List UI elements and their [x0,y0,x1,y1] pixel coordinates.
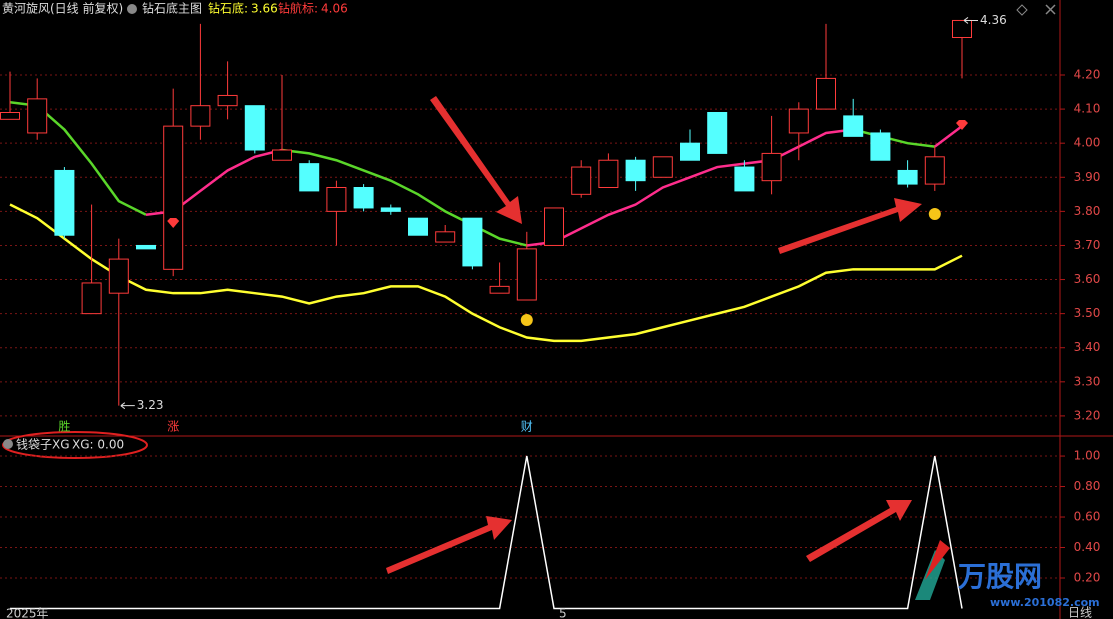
annotation-label: 3.23 [137,398,164,412]
candle-body [625,159,646,182]
candle-body [217,94,238,107]
arrow [430,96,522,224]
y-tick-label: 0.60 [1074,510,1101,524]
y-tick-label: 4.00 [1074,136,1101,150]
candle-body [27,98,48,134]
candle-body [680,142,700,161]
trend-line [934,125,963,148]
candle-body [380,207,401,212]
candle-body [163,125,184,270]
candle-body [571,166,592,195]
stock-title: 黄河旋风(日线 前复权) [2,1,123,16]
close-icon[interactable] [1045,4,1056,15]
annotation-pointer [963,17,978,24]
money-bag-icon [928,208,941,220]
candle-body [707,112,728,154]
candle-body [81,282,102,315]
header: 黄河旋风(日线 前复权) 钻石底主图 钻石底: 3.66 钻航标: 4.06 [2,1,1056,16]
y-tick-label: 3.20 [1074,408,1101,422]
signal-label: 胜 [58,419,70,434]
candle-body [54,169,75,236]
candle-body [761,152,782,182]
y-tick-label: 3.40 [1074,340,1101,354]
candle-body [952,19,972,38]
arrow [806,500,912,562]
x-tick-label: 2025年 [6,607,49,619]
candle-body [924,156,945,185]
candle-body [244,105,265,151]
signal-label: 财 [521,420,533,434]
indicator-name: 钱袋子XG [16,437,70,452]
trend-line [281,148,528,247]
period-label: 日线 [1068,606,1092,619]
annotation-label: 4.36 [980,13,1007,27]
indicator-name: 钻石底主图 [142,1,202,16]
moving-average [9,203,963,343]
y-tick-label: 3.50 [1074,306,1101,320]
candle-body [299,163,320,192]
line-label: 钻航标: [278,1,318,16]
candle-body [843,115,864,137]
y-tick-label: 3.30 [1074,374,1101,388]
trend-line [852,128,935,148]
menu-icon[interactable] [3,439,13,449]
y-tick-label: 3.70 [1074,238,1101,252]
y-tick-label: 4.20 [1074,68,1101,82]
signal-line [10,455,963,610]
y-tick-label: 0.20 [1074,570,1101,584]
line-label: 钻石底: [208,1,248,16]
y-tick-label: 0.40 [1074,540,1101,554]
y-tick-label: 0.80 [1074,479,1101,493]
sub-header: 钱袋子XG XG: 0.00 [2,431,148,459]
candle-body [462,217,483,267]
y-tick-label: 3.80 [1074,204,1101,218]
candle-body [0,112,20,120]
candle-body [489,285,510,294]
candle-body [897,169,918,185]
candle-body [734,166,755,192]
candle-body [816,77,836,110]
candle-body [544,207,564,246]
x-tick-label: 5 [559,607,567,619]
candle-body [516,248,537,301]
y-tick-label: 1.00 [1074,449,1101,463]
logo-mark [925,540,950,580]
candle-body [353,187,374,209]
line-value: 4.06 [321,2,348,16]
y-tick-label: 4.10 [1074,102,1101,116]
candle-body [408,217,428,236]
diamond-icon [956,120,968,130]
candle-body [326,187,347,212]
candle-body [788,108,809,134]
y-tick-label: 3.60 [1074,272,1101,286]
indicator-value: XG: 0.00 [72,438,124,452]
y-tick-label: 3.90 [1074,170,1101,184]
logo-url: www.201082.com [990,596,1100,609]
logo: 万股网 www.201082.com [915,540,1100,609]
menu-icon[interactable] [127,4,137,14]
line-value: 3.66 [251,2,278,16]
signal-label: 涨 [167,419,179,434]
annotation-arrows [386,96,922,574]
candle-body [598,159,619,189]
highlight-ellipse [2,431,148,459]
candle-body [272,149,292,161]
money-bag-icon [520,314,533,326]
diamond-icon [167,218,180,228]
candle-body [435,231,456,243]
logo-text: 万股网 [958,560,1042,593]
arrow [386,516,512,574]
candle-body [190,105,211,127]
settings-icon[interactable] [1016,4,1028,16]
annotation-pointer [120,402,135,410]
candle-body [652,156,673,178]
arrow [778,198,922,254]
candle-body [108,258,129,294]
candle-body [870,132,891,161]
candle-body [136,244,156,250]
